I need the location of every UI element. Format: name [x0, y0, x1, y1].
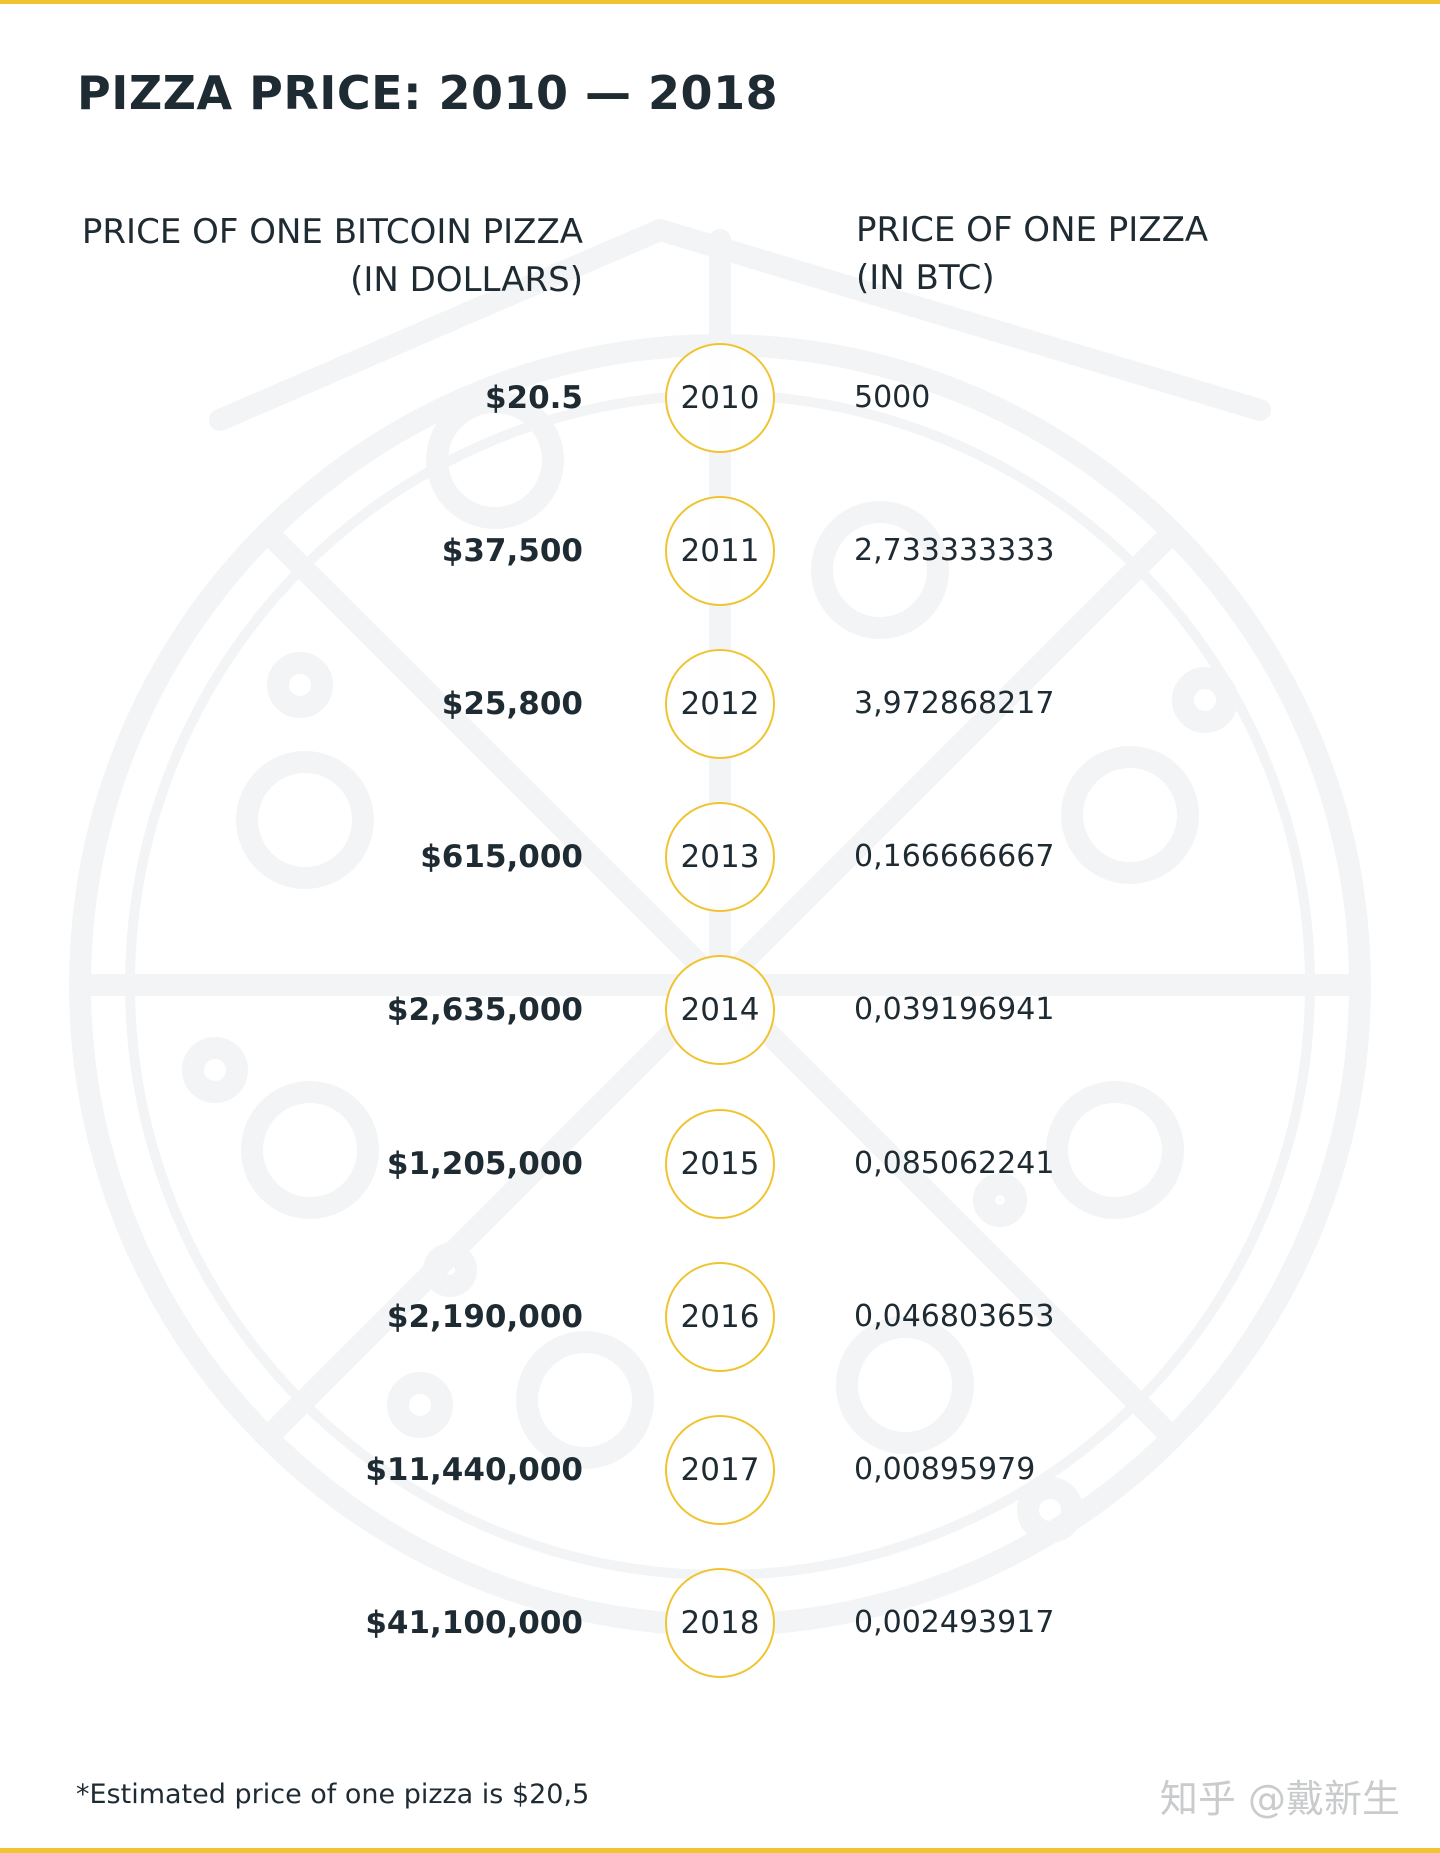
btc-price-label: 0,039196941 — [854, 992, 1055, 1028]
usd-price-label: $11,440,000 — [365, 1451, 583, 1488]
year-badge: 2018 — [665, 1567, 775, 1678]
bottom-accent-rule — [0, 1848, 1440, 1853]
usd-price-label: $2,190,000 — [386, 1298, 583, 1335]
btc-price-label: 0,00895979 — [854, 1451, 1036, 1487]
year-badge: 2013 — [665, 802, 775, 913]
year-badge: 2012 — [665, 649, 775, 760]
btc-price-label: 0,046803653 — [854, 1298, 1055, 1334]
btc-price-label: 0,085062241 — [854, 1145, 1055, 1181]
usd-price-label: $37,500 — [441, 533, 583, 570]
btc-price-label: 0,166666667 — [854, 839, 1055, 875]
usd-price-label: $2,635,000 — [386, 992, 583, 1029]
year-badge: 2017 — [665, 1414, 775, 1525]
usd-price-label: $615,000 — [420, 839, 583, 876]
btc-price-label: 5000 — [854, 380, 931, 415]
top-accent-rule — [0, 0, 1440, 4]
year-badge: 2014 — [665, 955, 775, 1066]
year-badge: 2015 — [665, 1108, 775, 1219]
year-badge: 2011 — [665, 496, 775, 607]
column-header-btc: PRICE OF ONE PIZZA (IN BTC) — [856, 210, 1209, 298]
year-badge: 2016 — [665, 1261, 775, 1372]
footnote: *Estimated price of one pizza is $20,5 — [76, 1779, 590, 1810]
watermark: 知乎 @戴新生 — [1159, 1777, 1400, 1821]
usd-price-label: $41,100,000 — [365, 1604, 583, 1641]
column-header-usd: PRICE OF ONE BITCOIN PIZZA (IN DOLLARS) — [81, 212, 583, 300]
usd-price-label: $20.5 — [484, 380, 583, 416]
year-badge: 2010 — [665, 343, 775, 453]
page-title: PIZZA PRICE: 2010 — 2018 — [77, 66, 779, 120]
btc-price-label: 3,972868217 — [854, 686, 1055, 722]
btc-price-label: 0,002493917 — [854, 1604, 1055, 1640]
usd-price-label: $25,800 — [441, 686, 583, 723]
usd-price-label: $1,205,000 — [386, 1145, 583, 1182]
btc-price-label: 2,733333333 — [854, 533, 1055, 569]
